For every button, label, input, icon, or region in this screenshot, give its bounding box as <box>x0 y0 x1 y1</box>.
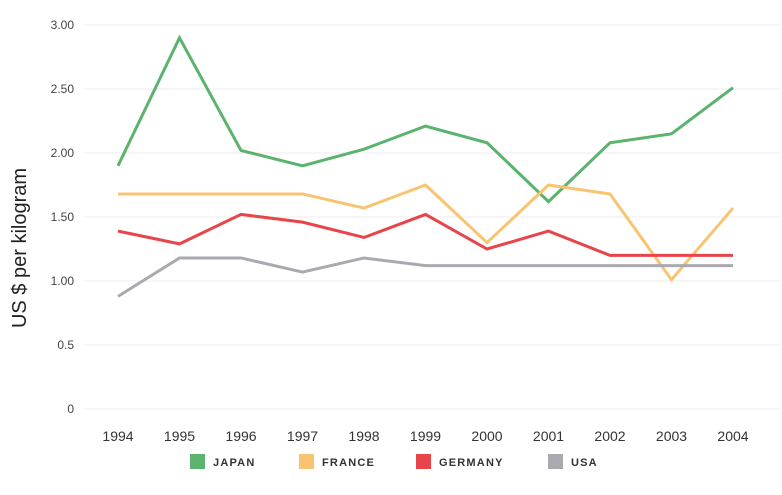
legend-item-germany: GERMANY <box>416 454 504 469</box>
legend-swatch <box>299 454 314 469</box>
x-tick-label: 2002 <box>594 428 625 444</box>
x-tick-label: 1997 <box>287 428 318 444</box>
x-tick-label: 1995 <box>164 428 195 444</box>
series-line-japan <box>116 34 734 204</box>
x-tick-label: 2003 <box>656 428 687 444</box>
legend-label: FRANCE <box>322 457 375 469</box>
y-tick-label: 0.5 <box>57 338 74 352</box>
legend-item-france: FRANCE <box>299 454 375 469</box>
series-line-usa <box>117 256 733 298</box>
y-tick-label: 2.50 <box>51 82 75 96</box>
legend-label: USA <box>571 457 598 469</box>
y-tick-label: 1.00 <box>51 274 75 288</box>
x-tick-label: 1998 <box>348 428 379 444</box>
legend-label: GERMANY <box>439 457 504 469</box>
legend-swatch <box>416 454 431 469</box>
y-axis-label: US $ per kilogram <box>9 168 31 328</box>
y-tick-label: 0 <box>67 402 74 416</box>
x-tick-label: 1996 <box>225 428 256 444</box>
y-tick-label: 1.50 <box>51 210 75 224</box>
series-line-france <box>118 183 735 283</box>
x-tick-label: 2001 <box>533 428 564 444</box>
x-tick-label: 1999 <box>410 428 441 444</box>
y-tick-label: 2.00 <box>51 146 75 160</box>
legend-item-japan: JAPAN <box>190 454 255 469</box>
legend-swatch <box>548 454 563 469</box>
x-tick-label: 2004 <box>717 428 748 444</box>
x-tick-label: 2000 <box>471 428 502 444</box>
series-line-germany <box>117 212 733 257</box>
legend-swatch <box>190 454 205 469</box>
legend-item-usa: USA <box>548 454 598 469</box>
y-tick-label: 3.00 <box>51 18 75 32</box>
legend-label: JAPAN <box>213 457 255 469</box>
x-tick-label: 1994 <box>102 428 133 444</box>
